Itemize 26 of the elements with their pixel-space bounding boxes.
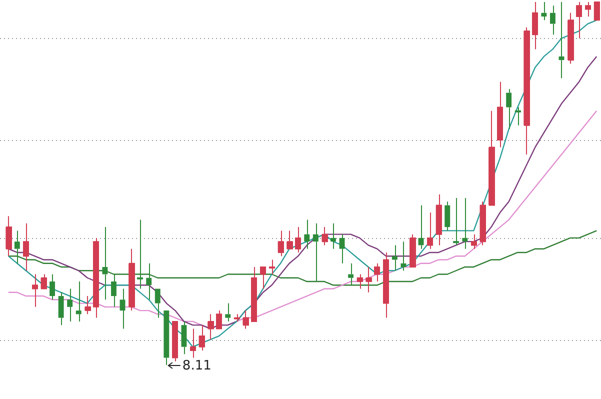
candlestick [462,198,468,250]
candlestick [67,288,73,322]
candlestick [164,310,170,366]
candlestick [541,2,547,21]
candlestick [330,222,336,250]
candlestick [50,274,56,300]
candlestick [76,281,82,322]
candlestick [146,262,152,300]
candlestick [392,244,398,272]
candlestick [400,241,406,272]
candlestick [181,320,187,355]
candlestick [225,302,231,322]
candlestick [506,88,512,130]
candlestick [14,230,20,264]
candlestick [58,292,64,326]
candlestick [102,226,108,300]
candlestick [154,288,160,318]
candlestick [348,262,354,286]
candlestick [304,219,310,250]
candlestick [111,274,116,308]
candlestick [312,222,318,282]
candlestick [444,201,450,232]
annotation: 8.11 [182,358,212,374]
candlestick [120,288,126,330]
candlestick [550,5,556,36]
candlestick [339,234,345,264]
